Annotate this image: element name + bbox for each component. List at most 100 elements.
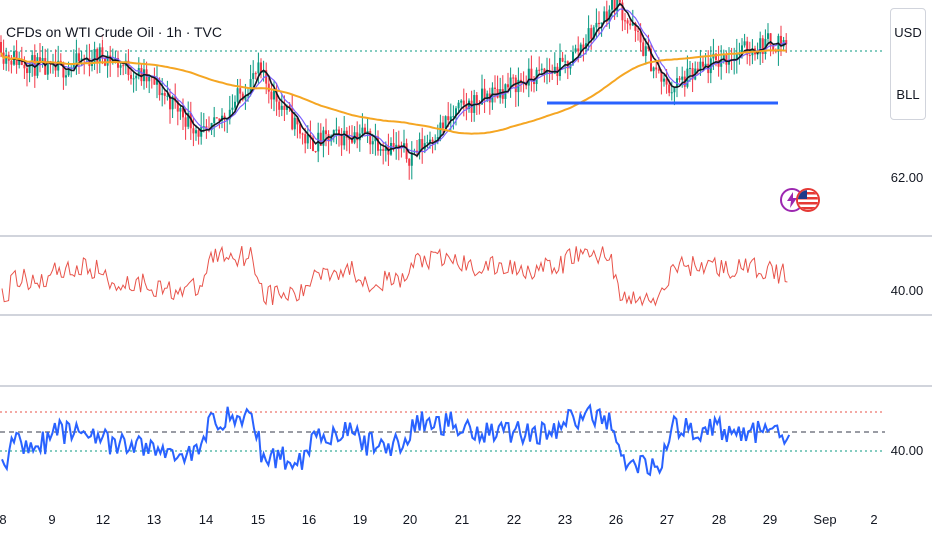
candle-up <box>57 60 60 71</box>
candle-up <box>135 75 138 79</box>
candle-up <box>574 48 577 52</box>
candle-up <box>741 45 743 54</box>
candle-up <box>31 55 34 64</box>
candle-down <box>140 68 143 82</box>
candle-up <box>247 94 249 97</box>
candle-up <box>75 53 78 64</box>
x-axis-tick-label: 28 <box>711 512 727 527</box>
candle-down <box>176 101 179 112</box>
candle-up <box>228 109 231 120</box>
candle-down <box>0 42 2 53</box>
candle-up <box>379 149 382 151</box>
candle-down <box>421 139 424 150</box>
candle-down <box>364 127 366 134</box>
candle-up <box>262 70 265 73</box>
candle-up <box>444 116 447 129</box>
moving-average-short <box>0 2 787 158</box>
candle-up <box>670 92 673 94</box>
candle-up <box>481 88 483 105</box>
candle-down <box>215 117 218 119</box>
candle-up <box>202 126 205 128</box>
candle-down <box>59 60 62 63</box>
candle-down <box>325 130 327 135</box>
x-axis-tick-label: 19 <box>352 512 368 527</box>
candle-up <box>244 96 247 100</box>
x-axis-tick-label: Sep <box>813 512 837 527</box>
candle-up <box>343 130 346 146</box>
candle-down <box>475 95 478 105</box>
candle-down <box>356 132 359 141</box>
candle-up <box>426 142 429 144</box>
candle-up <box>738 53 741 55</box>
x-axis-tick-label: 20 <box>402 512 418 527</box>
candle-down <box>312 137 314 152</box>
x-axis-tick-label: 27 <box>659 512 675 527</box>
candle-up <box>322 130 325 146</box>
candle-down <box>494 87 496 89</box>
x-axis-tick-label: 14 <box>198 512 214 527</box>
candle-down <box>447 116 450 121</box>
candle-down <box>785 40 788 45</box>
candle-up <box>592 27 595 39</box>
candle-up <box>156 79 158 85</box>
candle-down <box>348 137 351 140</box>
candle-up <box>41 58 44 62</box>
candle-up <box>46 60 49 75</box>
candle-down <box>169 95 171 110</box>
candle-down <box>624 20 626 22</box>
candle-down <box>109 55 112 63</box>
candle-down <box>748 55 751 57</box>
candle-down <box>278 101 281 110</box>
candle-up <box>603 11 606 23</box>
candle-up <box>429 139 431 143</box>
candle-down <box>657 69 660 71</box>
candle-up <box>759 38 762 54</box>
candle-up <box>67 68 70 76</box>
candle-down <box>291 107 294 130</box>
candle-up <box>371 141 374 145</box>
moving-average-mid <box>0 8 787 153</box>
candle-down <box>702 61 704 67</box>
candle-up <box>644 46 647 56</box>
x-axis-tick-label: 26 <box>608 512 624 527</box>
candle-up <box>5 54 8 64</box>
candle-up <box>137 68 140 76</box>
candle-down <box>647 46 650 49</box>
candle-down <box>158 79 161 96</box>
candle-up <box>335 129 338 131</box>
candle-up <box>106 55 109 66</box>
candle-up <box>161 93 164 96</box>
candle-up <box>179 108 182 112</box>
candle-up <box>468 100 470 109</box>
candle-up <box>767 33 769 39</box>
candle-down <box>605 11 608 22</box>
candle-down <box>304 134 307 144</box>
candle-up <box>257 62 260 74</box>
candle-down <box>561 57 564 62</box>
candle-down <box>260 62 262 73</box>
candle-up <box>236 88 239 102</box>
x-axis-tick-label: 23 <box>557 512 573 527</box>
candle-down <box>637 30 639 32</box>
x-axis-tick-label: 12 <box>95 512 111 527</box>
candle-down <box>691 68 694 80</box>
candle-up <box>148 76 151 82</box>
candle-down <box>340 134 343 146</box>
candle-down <box>629 23 632 26</box>
candle-down <box>650 48 652 72</box>
x-axis-tick-label: 15 <box>250 512 266 527</box>
candle-up <box>249 79 252 95</box>
candle-down <box>621 2 624 21</box>
candle-down <box>725 54 728 65</box>
candle-down <box>626 20 629 24</box>
candle-up <box>728 59 730 65</box>
price-scale-units[interactable]: USD BLL <box>890 8 926 120</box>
candle-up <box>509 77 512 88</box>
candle-down <box>296 117 299 125</box>
oscillator-1-line <box>1 245 788 307</box>
candle-down <box>96 49 99 62</box>
us-flag-icon[interactable] <box>796 188 820 212</box>
candle-down <box>62 62 65 78</box>
candle-up <box>616 0 619 12</box>
